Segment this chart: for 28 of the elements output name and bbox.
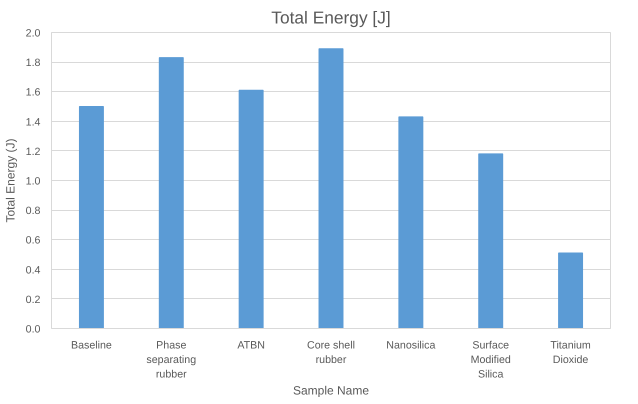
y-tick-label: 2.0: [26, 28, 41, 40]
x-tick-label: Nanosilica: [386, 340, 436, 352]
x-tick-label: ATBN: [237, 340, 265, 352]
x-tick-label: Surface Modified Silica: [470, 340, 511, 380]
y-tick-label: 1.2: [26, 146, 41, 158]
y-tick-label: 0.6: [26, 234, 41, 247]
bar: [158, 57, 184, 328]
bar: [398, 116, 424, 328]
y-tick-label: 0.8: [26, 205, 41, 218]
y-tick-label: 0.2: [26, 294, 41, 306]
x-tick-label: Titanium Dioxide: [550, 340, 591, 366]
x-tick-label: Baseline: [70, 340, 112, 352]
y-tick-label: 1.6: [26, 86, 41, 99]
y-tick-label: 0.0: [26, 324, 41, 336]
bar: [558, 252, 584, 328]
bar: [318, 48, 344, 328]
chart-title: Total Energy [J]: [271, 8, 391, 28]
bar: [238, 90, 264, 328]
x-axis-title: Sample Name: [292, 383, 370, 398]
bar: [78, 106, 104, 328]
y-tick-label: 1.4: [26, 116, 41, 128]
y-tick-label: 1.0: [26, 176, 41, 188]
y-axis-title: Total Energy (J): [4, 138, 18, 223]
y-tick-label: 0.4: [26, 264, 41, 276]
x-tick-label: Phase separating rubber: [146, 340, 196, 380]
y-tick-label: 1.8: [26, 57, 41, 70]
bar: [478, 153, 504, 328]
x-tick-label: Core shell rubber: [307, 340, 355, 366]
